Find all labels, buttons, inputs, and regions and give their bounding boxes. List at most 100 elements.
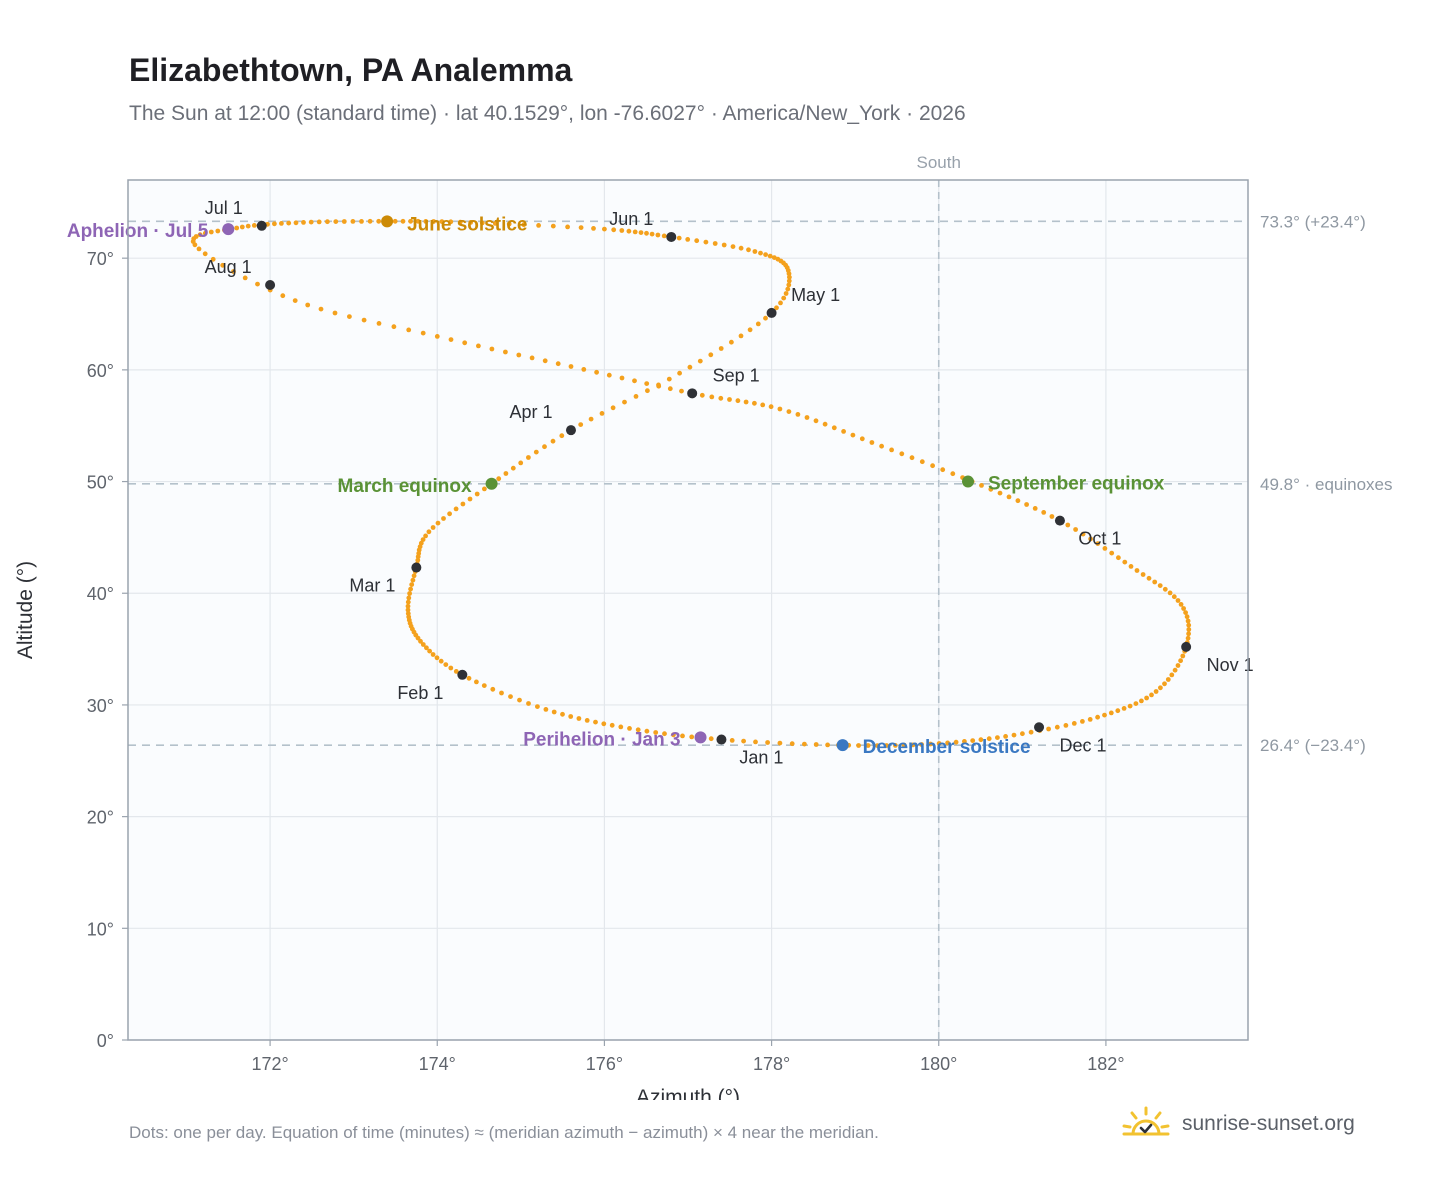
footnote: Dots: one per day. Equation of time (min… [129,1123,879,1142]
daily-path [190,218,1192,748]
daily-dot [919,742,924,747]
daily-dot [245,223,251,229]
daily-dot [318,306,324,312]
daily-dot [618,724,624,730]
event-label: March equinox [338,476,473,497]
daily-dot [1032,506,1038,511]
daily-dot [760,402,766,408]
daily-dot [879,443,884,449]
daily-dot [196,246,202,252]
daily-dot [869,440,875,445]
daily-dot [777,740,783,746]
daily-dot [376,218,382,224]
daily-dot [1095,541,1101,546]
daily-dot [752,400,757,406]
daily-dot [542,358,548,364]
month-label: Jan 1 [739,748,783,768]
daily-dot [656,382,661,388]
daily-dot [622,399,627,405]
daily-dot [644,381,650,386]
daily-dot [804,415,810,420]
daily-dot [392,218,398,224]
daily-dot [1171,594,1177,600]
daily-dot [735,398,741,404]
daily-dot [208,229,214,235]
month-label: Nov 1 [1207,655,1254,675]
daily-dot [786,271,792,277]
daily-dot [655,232,661,238]
event-label: Aphelion · Jul 5 [67,221,209,242]
daily-dot [405,607,411,613]
daily-dot [1071,721,1077,726]
daily-dot [1134,568,1140,573]
month-marker [1054,515,1065,526]
daily-dot [718,346,724,351]
daily-dot [1073,527,1078,532]
daily-dot [602,226,607,232]
daily-dot [763,315,768,321]
daily-dot [581,367,587,372]
brand-name[interactable]: sunrise-sunset.org [1182,1112,1355,1135]
daily-dot [423,219,429,224]
daily-dot [202,230,208,236]
daily-dot [988,486,994,492]
x-tick-label: 176° [586,1054,623,1074]
daily-dot [405,599,411,605]
meridian-label: South [917,153,961,172]
daily-dot [292,298,298,303]
daily-dot [521,222,527,228]
daily-dot [215,228,221,234]
daily-dot [593,719,598,725]
daily-dot [535,704,540,709]
daily-dot [316,219,322,225]
daily-dot [1088,536,1093,542]
daily-dot [945,740,950,746]
daily-dot [953,739,959,745]
month-label: Aug 1 [205,257,252,277]
brand[interactable]: sunrise-sunset.org [1120,1100,1355,1148]
daily-dot [1049,514,1055,519]
daily-dot [242,275,248,281]
daily-dot [653,730,659,735]
daily-dot [644,230,649,236]
y-tick-label: 10° [87,919,114,939]
daily-dot [1133,701,1139,706]
daily-dot [667,386,673,392]
daily-dot [611,227,617,233]
daily-dot [293,220,299,226]
y-tick-label: 60° [87,361,114,381]
daily-dot [576,716,582,721]
daily-dot [457,219,463,225]
month-label: Jun 1 [609,209,653,229]
daily-dot [661,233,667,239]
daily-dot [694,238,700,244]
daily-dot [645,388,650,394]
daily-dot [936,741,942,746]
month-marker [1181,641,1192,652]
daily-dot [517,697,522,703]
daily-dot [786,282,792,288]
daily-dot [875,743,880,748]
month-label: Jul 1 [205,198,243,218]
daily-dot [467,496,473,502]
daily-dot [468,220,474,225]
daily-dot [632,378,637,384]
daily-dot [774,305,779,311]
daily-dot [406,595,412,601]
x-tick-label: 178° [753,1054,790,1074]
x-tick-label: 174° [419,1054,456,1074]
daily-dot [1127,703,1133,709]
event-label: June solstice [407,214,527,235]
daily-dot [503,471,509,476]
daily-dot [1102,712,1107,718]
daily-dot [1028,729,1034,735]
daily-dot [434,334,440,339]
daily-dot [831,425,837,431]
daily-dot [333,219,339,225]
daily-dot [367,218,373,224]
daily-dot [560,711,565,717]
daily-dot [697,358,703,364]
daily-dot [430,525,436,530]
daily-dot [783,291,789,296]
daily-dot [765,740,770,745]
